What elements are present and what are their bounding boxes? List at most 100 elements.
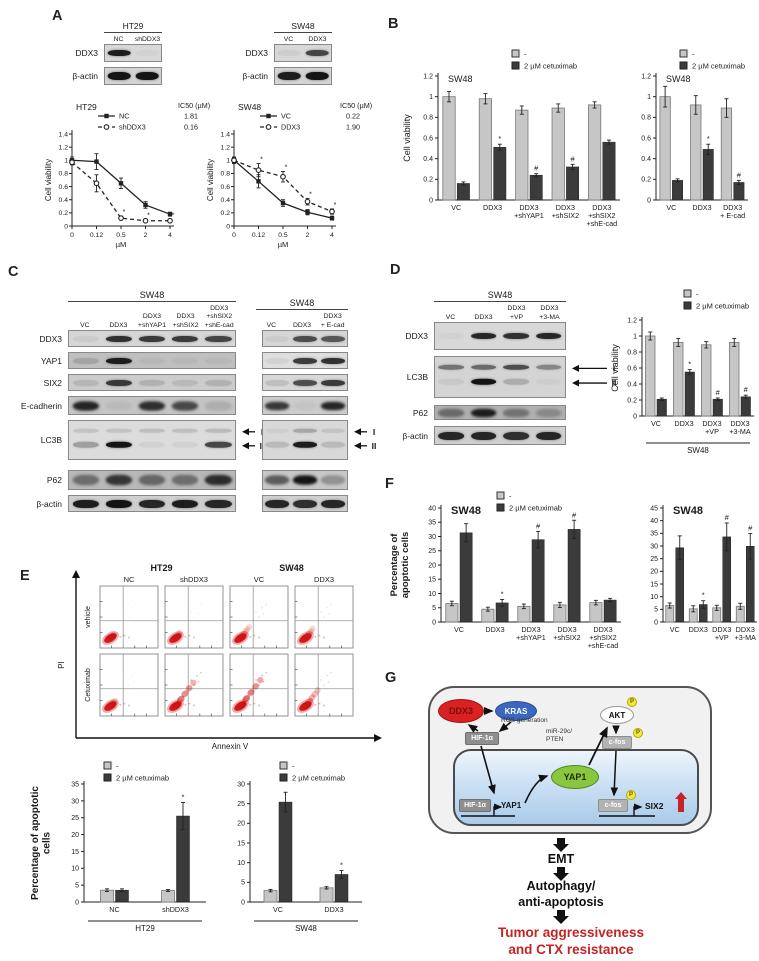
blot-strip: III — [68, 420, 264, 460]
blot-lane-label: DDX3 + E-cad — [320, 313, 345, 329]
svg-text:15: 15 — [237, 840, 245, 847]
svg-text:VC: VC — [281, 112, 291, 121]
svg-text:DDX3: DDX3 — [674, 419, 693, 428]
blot-protein-label: E-cadherin — [20, 400, 62, 411]
down-arrow-icon — [553, 838, 569, 852]
svg-text:25: 25 — [428, 548, 436, 555]
blot-strip — [68, 396, 236, 415]
svg-text:0.2: 0.2 — [641, 177, 651, 184]
panel-e-label: E — [20, 568, 30, 584]
svg-text:0.4: 0.4 — [641, 156, 651, 163]
svg-text:#: # — [572, 510, 577, 519]
svg-text:II: II — [612, 378, 617, 388]
label-autophagy: Autophagy/ anti-apoptosis — [491, 879, 631, 910]
blot-protein-label: DDX3 — [405, 331, 428, 341]
label-outcome: Tumor aggressiveness and CTX resistance — [451, 925, 691, 959]
svg-text:SW48: SW48 — [666, 74, 691, 84]
protein-band — [535, 333, 562, 339]
protein-band — [205, 335, 232, 342]
svg-text:#: # — [725, 513, 730, 522]
protein-band — [205, 441, 232, 448]
protein-band — [293, 357, 317, 364]
node-ddx3: DDX3 — [438, 699, 484, 723]
panel-d-label: D — [390, 262, 401, 278]
blot-strip — [68, 352, 236, 369]
svg-text:Annexin V: Annexin V — [212, 742, 249, 751]
svg-text:1: 1 — [633, 333, 637, 340]
blot-cell-line-title: HT29 — [104, 21, 162, 33]
svg-text:20: 20 — [650, 569, 658, 576]
svg-text:Cetuximab: Cetuximab — [85, 668, 92, 702]
svg-text:1.2: 1.2 — [59, 144, 69, 151]
svg-text:0.8: 0.8 — [641, 115, 651, 122]
apoptosis-bar-chart-ht29: 0 5 10 15 20 25 30 35 NC * shDDX3 HT29 Percentage of… — [26, 758, 212, 961]
viability-bar-chart-right: 0 0.2 0.4 0.6 0.8 1 1.2 VC * DDX3 # DDX3 + E-cad SW48… — [626, 46, 759, 265]
svg-text:5: 5 — [75, 883, 79, 890]
node-kras: KRAS — [495, 701, 537, 721]
svg-text:10: 10 — [650, 594, 658, 601]
protein-band — [265, 475, 289, 485]
node-yap1: YAP1 — [551, 765, 599, 789]
protein-band — [470, 378, 497, 386]
svg-text:0: 0 — [75, 899, 79, 906]
blot-protein-label: β-actin — [242, 71, 268, 81]
svg-text:VC: VC — [651, 419, 661, 428]
blot-lane-label: shDDX3 — [134, 35, 161, 43]
svg-text:+shE-cad: +shE-cad — [587, 219, 618, 228]
svg-text:#: # — [716, 388, 721, 397]
protein-band — [265, 335, 289, 342]
western-blot: SW48 VC DDX3 DDX3 + E-cad I II — [256, 272, 376, 512]
svg-text:+shSIX2: +shSIX2 — [588, 211, 615, 220]
blot-lane-label: DDX3 +3-MA — [539, 305, 560, 321]
western-blot: SW48 VC DDX3 DDX3 β-actin — [238, 8, 332, 85]
blot-strip — [274, 44, 332, 62]
svg-text:+shSIX2: +shSIX2 — [552, 211, 579, 220]
node-cfos-cytoplasm: c-fos — [602, 736, 632, 749]
svg-text:15: 15 — [650, 581, 658, 588]
svg-text:35: 35 — [428, 520, 436, 527]
svg-text:0.6: 0.6 — [641, 135, 651, 142]
protein-band — [72, 357, 99, 364]
svg-text:Cell viability: Cell viability — [44, 159, 53, 201]
svg-text:HT29: HT29 — [135, 924, 155, 933]
phospho-icon: P — [627, 697, 637, 707]
svg-text:35: 35 — [71, 781, 79, 788]
blot-strip — [434, 426, 566, 445]
protein-band — [265, 428, 289, 434]
svg-text:shDDX3: shDDX3 — [162, 905, 189, 914]
svg-text:1: 1 — [647, 94, 651, 101]
protein-band — [321, 428, 345, 434]
blot-strip — [434, 322, 566, 350]
panel-f-label: F — [385, 476, 394, 492]
svg-text:+3-MA: +3-MA — [729, 427, 751, 436]
blot-strip — [262, 352, 348, 369]
blot-lane-label: DDX3 +shYAP1 — [137, 313, 166, 329]
blot-protein-label: SIX2 — [43, 377, 62, 388]
svg-text:DDX3: DDX3 — [314, 575, 334, 584]
svg-text:SW48: SW48 — [451, 505, 481, 517]
down-arrow-icon — [553, 867, 569, 881]
svg-text:1.81: 1.81 — [184, 112, 198, 121]
svg-text:VC: VC — [666, 203, 676, 212]
svg-text:shDDX3: shDDX3 — [119, 123, 146, 132]
protein-band — [277, 72, 301, 80]
svg-text:VC: VC — [451, 203, 461, 212]
svg-text:Cell viability: Cell viability — [402, 114, 412, 162]
svg-text:DDX3: DDX3 — [592, 203, 611, 212]
svg-text:0.2: 0.2 — [423, 177, 433, 184]
svg-text:4: 4 — [168, 232, 172, 239]
svg-text:IC50 (µM): IC50 (µM) — [178, 101, 210, 110]
svg-text:1.2: 1.2 — [641, 73, 651, 80]
blot-strip — [68, 374, 236, 391]
protein-band — [293, 401, 317, 410]
protein-band — [138, 357, 166, 364]
blot-protein-label: DDX3 — [39, 333, 62, 344]
node-hif1a-nucleus: HIF-1α — [459, 799, 491, 812]
svg-text:*: * — [688, 360, 691, 369]
svg-text:DDX3: DDX3 — [483, 203, 502, 212]
svg-text:10: 10 — [71, 866, 79, 873]
protein-band — [135, 72, 159, 80]
svg-text:+shYAP1: +shYAP1 — [516, 633, 546, 642]
